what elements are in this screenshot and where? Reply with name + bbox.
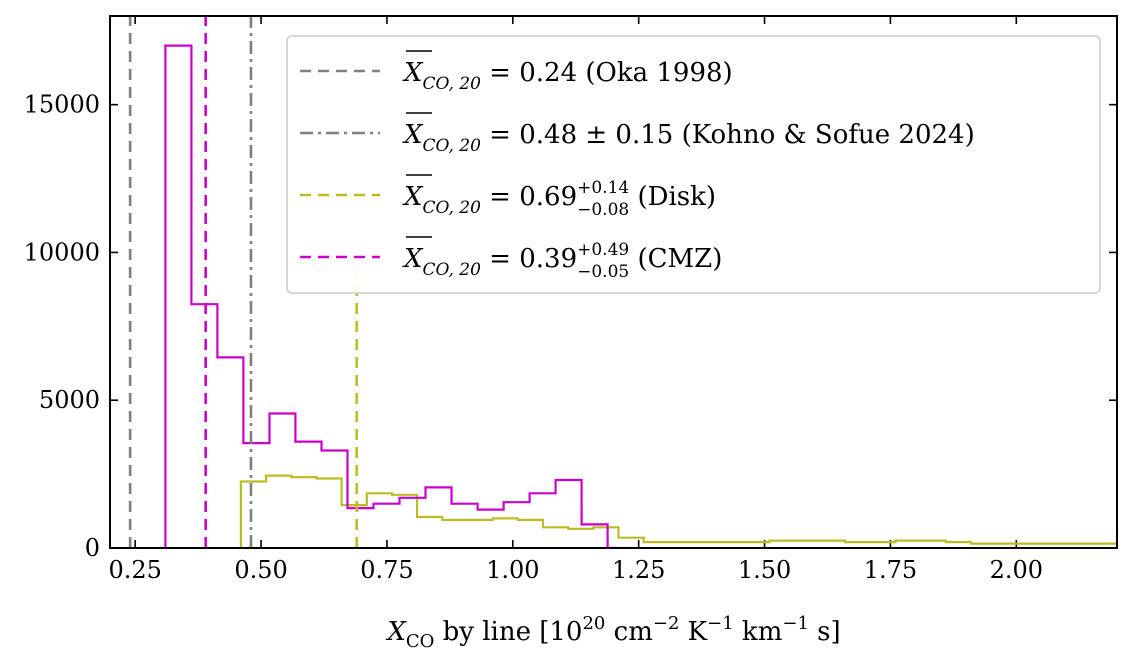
legend-value: = 0.24 <box>481 58 585 88</box>
x-tick-label: 1.00 <box>486 556 539 584</box>
plot-frame <box>109 15 1118 549</box>
legend-box <box>286 35 1101 294</box>
histogram-series <box>164 44 1117 548</box>
legend-label: XCO, 20 = 0.24 (Oka 1998) <box>402 58 733 94</box>
legend-sup: +0.49 <box>577 240 629 260</box>
y-tick-label: 10000 <box>24 238 100 266</box>
x-axis-ticks: 0.25 0.50 0.75 1.00 1.25 1.50 1.75 2.00 <box>108 16 1043 584</box>
legend: XCO, 20 = 0.24 (Oka 1998)XCO, 20 = 0.48 … <box>286 35 1101 294</box>
legend-sub: −0.08 <box>577 200 629 220</box>
xlabel-exp: −1 <box>782 613 809 634</box>
legend-label: XCO, 20 = 0.39+0.49 −0.05 (CMZ) <box>402 240 722 282</box>
legend-symbol: X <box>402 120 424 150</box>
y-tick-label: 0 <box>85 534 100 562</box>
legend-label: XCO, 20 = 0.48 ± 0.15 (Kohno & Sofue 202… <box>402 120 975 156</box>
legend-symbol: X <box>402 244 424 274</box>
xlabel-unit: s] <box>809 617 841 647</box>
xlabel-unit: cm <box>605 617 652 647</box>
legend-note: (CMZ) <box>629 244 722 274</box>
legend-sub: −0.05 <box>577 262 629 282</box>
x-tick-label: 1.50 <box>738 556 791 584</box>
legend-symbol-sub: CO, 20 <box>423 74 482 94</box>
xlabel-exp: −1 <box>707 613 734 634</box>
y-axis-ticks: 0 5000 10000 15000 <box>24 91 1117 562</box>
x-tick-label: 0.25 <box>108 556 161 584</box>
xlabel-text: by line [10 <box>434 617 582 647</box>
series-cmz-histogram <box>164 44 634 548</box>
x-axis-label: XCO by line [1020 cm−2 K−1 km−1 s] <box>385 613 840 652</box>
x-tick-label: 1.25 <box>612 556 665 584</box>
legend-note: (Disk) <box>629 182 716 212</box>
y-tick-label: 5000 <box>39 386 100 414</box>
xlabel-unit: km <box>734 617 783 647</box>
y-tick-label: 15000 <box>24 91 100 119</box>
reference-lines <box>128 16 359 548</box>
x-tick-label: 0.75 <box>360 556 413 584</box>
legend-symbol: X <box>402 182 424 212</box>
legend-symbol-sub: CO, 20 <box>423 198 482 218</box>
legend-note: (Kohno & Sofue 2024) <box>682 120 975 150</box>
legend-symbol: X <box>402 58 424 88</box>
legend-value: = 0.39 <box>481 244 577 274</box>
xlabel-exp: 20 <box>582 613 605 634</box>
legend-symbol-sub: CO, 20 <box>423 260 482 280</box>
series-disk-histogram <box>239 474 1117 548</box>
xlabel-symbol: X <box>385 617 407 647</box>
xlabel-sub: CO <box>406 631 435 652</box>
x-tick-label: 2.00 <box>990 556 1043 584</box>
legend-value: = 0.48 ± 0.15 <box>481 120 682 150</box>
legend-note: (Oka 1998) <box>585 58 732 88</box>
xlabel-exp: −2 <box>653 613 680 634</box>
legend-symbol-sub: CO, 20 <box>423 136 482 156</box>
x-tick-label: 0.50 <box>234 556 287 584</box>
x-tick-label: 1.75 <box>864 556 917 584</box>
legend-sup: +0.14 <box>577 178 629 198</box>
legend-label: XCO, 20 = 0.69+0.14 −0.08 (Disk) <box>402 178 716 220</box>
legend-value: = 0.69 <box>481 182 577 212</box>
xlabel-unit: K <box>679 617 707 647</box>
